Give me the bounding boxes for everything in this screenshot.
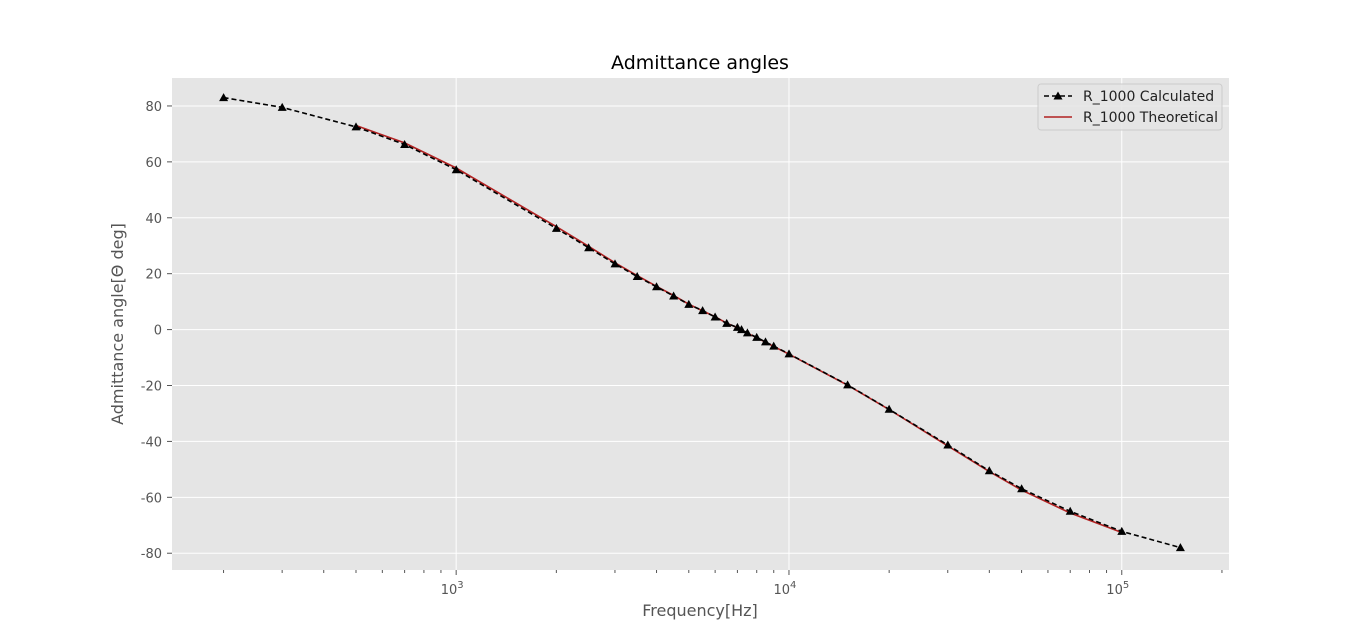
calculated-point [784, 349, 794, 358]
calculated-point [400, 140, 410, 148]
calculated-point [752, 332, 762, 341]
calculated-point [761, 337, 770, 346]
calculated-point [632, 272, 642, 280]
calculated-point [1117, 526, 1127, 535]
calculated-point [652, 282, 661, 291]
calculated-point [698, 306, 708, 315]
y-tick-label: 80 [145, 100, 162, 115]
y-tick-label: -60 [141, 491, 162, 506]
y-tick-label: 60 [145, 156, 162, 171]
y-tick-label: 40 [145, 212, 162, 227]
calculated-point [351, 122, 361, 131]
legend: R_1000 Calculated R_1000 Theoretical [1037, 83, 1223, 131]
calculated-point [943, 440, 953, 449]
plot-background [172, 78, 1229, 570]
chart-title: Admittance angles [611, 52, 789, 74]
legend-calculated-marker [1053, 91, 1063, 100]
calculated-point [737, 325, 746, 334]
y-tick-label: -80 [141, 547, 162, 562]
calculated-point [1065, 506, 1075, 515]
calculated-point [277, 102, 287, 111]
axis-ticks: 80 60 40 20 0 -20 -40 -60 -80 103 104 105 [141, 100, 1223, 598]
legend-calculated-label: R_1000 Calculated [1083, 89, 1214, 105]
legend-box [1037, 83, 1223, 131]
calculated-point [669, 291, 679, 300]
calculated-point [742, 328, 752, 337]
calculated-point [769, 341, 779, 350]
calculated-point [584, 243, 594, 252]
calculated-point [722, 318, 732, 327]
calculated-point [710, 312, 720, 321]
calculated-point [610, 259, 620, 268]
calculated-point [684, 299, 694, 308]
y-tick-label: -20 [141, 380, 162, 395]
calculated-series-line [223, 96, 1181, 549]
calculated-point [984, 466, 994, 475]
calculated-point [843, 380, 853, 389]
legend-theoretical-label: R_1000 Theoretical [1083, 110, 1218, 126]
y-axis-title: Admittance angle[Θ deg] [108, 223, 127, 425]
x-axis-title: Frequency[Hz] [642, 601, 758, 620]
y-tick-label: 20 [145, 268, 162, 283]
grid [172, 78, 1229, 570]
y-tick-label: -40 [141, 435, 162, 450]
x-tick-label: 104 [774, 580, 797, 598]
calculated-point [884, 404, 894, 413]
calculated-point [1175, 543, 1185, 552]
calculated-point [219, 93, 229, 102]
calculated-point [451, 165, 461, 174]
calculated-point [1017, 484, 1027, 493]
x-tick-label: 105 [1106, 580, 1129, 598]
series [219, 93, 1185, 552]
x-tick-label: 103 [441, 580, 464, 598]
calculated-point [551, 223, 561, 232]
y-tick-label: 0 [154, 324, 162, 339]
